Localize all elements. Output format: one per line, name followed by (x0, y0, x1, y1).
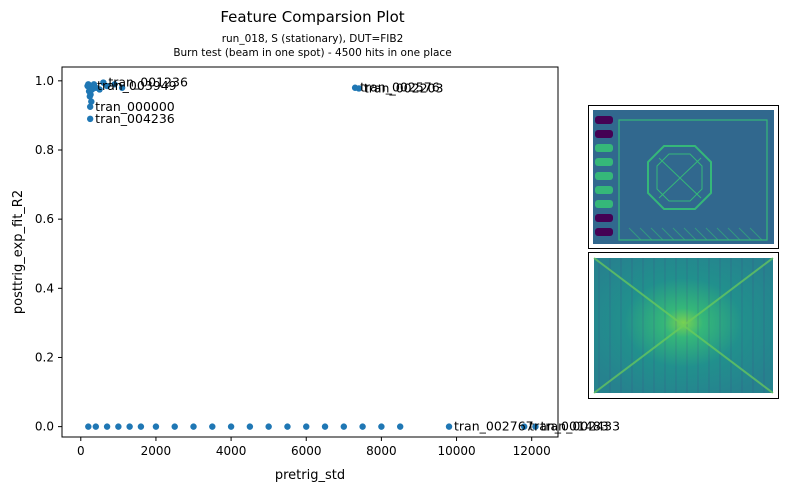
x-tick-label: 0 (77, 444, 85, 458)
x-axis: 0 2000 4000 6000 8000 10000 12000 (77, 437, 551, 458)
x-tick-label: 2000 (141, 444, 172, 458)
y-tick-label: 0.8 (35, 143, 54, 157)
scatter-point (303, 423, 310, 430)
scatter-point (445, 423, 453, 430)
point-label: tran_004236 (95, 111, 175, 126)
scatter-point (321, 423, 329, 430)
points-layer (84, 79, 539, 430)
scatter-point (92, 423, 100, 430)
scatter-point (359, 423, 366, 430)
scatter-point (137, 423, 145, 430)
scatter-point (115, 423, 122, 430)
scatter-point (85, 423, 92, 430)
scatter-point (355, 85, 363, 92)
die-layout-image (593, 110, 774, 244)
scatter-point (86, 93, 94, 100)
scatter-point (88, 98, 95, 105)
y-tick-label: 0.6 (35, 212, 54, 226)
scatter-point (86, 115, 94, 123)
point-label: tran_003949 (97, 78, 177, 93)
y-tick-label: 1.0 (35, 74, 54, 88)
y-tick-label: 0.4 (35, 281, 54, 295)
point-label: tran_002767 (454, 419, 534, 434)
x-tick-label: 8000 (366, 444, 397, 458)
point-labels-layer: tran_000000tran_004236tran_002576tran_00… (95, 75, 620, 434)
y-axis: 0.0 0.2 0.4 0.6 0.8 1.0 (35, 74, 62, 434)
scatter-point (86, 103, 94, 110)
scatter-point (340, 423, 348, 430)
scatter-point (246, 423, 254, 430)
point-label: tran_001483 (529, 419, 609, 434)
x-tick-label: 10000 (437, 444, 475, 458)
y-tick-label: 0.2 (35, 350, 54, 364)
scatter-point (378, 423, 385, 430)
scatter-point (118, 84, 126, 91)
chart-subtitle-line2: Burn test (beam in one spot) - 4500 hits… (173, 47, 452, 59)
scatter-point (209, 423, 216, 430)
point-label: tran_002576 (360, 80, 440, 95)
scatter-point (96, 86, 103, 93)
scatter-point (103, 82, 111, 90)
scatter-point (284, 423, 291, 430)
scatter-point (111, 81, 118, 88)
scatter-point (265, 423, 272, 430)
x-axis-label: pretrig_std (275, 468, 345, 483)
chart-title: Feature Comparsion Plot (220, 8, 405, 26)
scatter-point (171, 423, 178, 430)
scatter-point (152, 423, 160, 430)
point-label: tran_000000 (95, 99, 175, 114)
y-axis-label: posttrig_exp_fit_R2 (11, 190, 26, 314)
scatter-point (103, 423, 111, 430)
plot-frame (61, 66, 559, 438)
x-tick-label: 12000 (513, 444, 551, 458)
point-label: tran_001236 (108, 75, 188, 90)
scatter-point (396, 423, 404, 430)
chart-subtitle-line1: run_018, S (stationary), DUT=FIB2 (221, 33, 404, 45)
die-layout-thumbnail (588, 105, 779, 249)
x-tick-label: 4000 (216, 444, 247, 458)
beam-spot-image (593, 257, 774, 394)
scatter-point (227, 423, 235, 430)
point-label: tran_002433 (540, 419, 620, 434)
scatter-point (84, 82, 91, 90)
beam-spot-thumbnail (588, 252, 779, 399)
point-label: tran_002203 (364, 80, 444, 95)
x-tick-label: 6000 (291, 444, 322, 458)
y-tick-label: 0.0 (35, 420, 54, 434)
scatter-point (532, 423, 539, 430)
scatter-point (190, 423, 197, 430)
scatter-point (520, 423, 528, 430)
scatter-point (126, 423, 133, 430)
